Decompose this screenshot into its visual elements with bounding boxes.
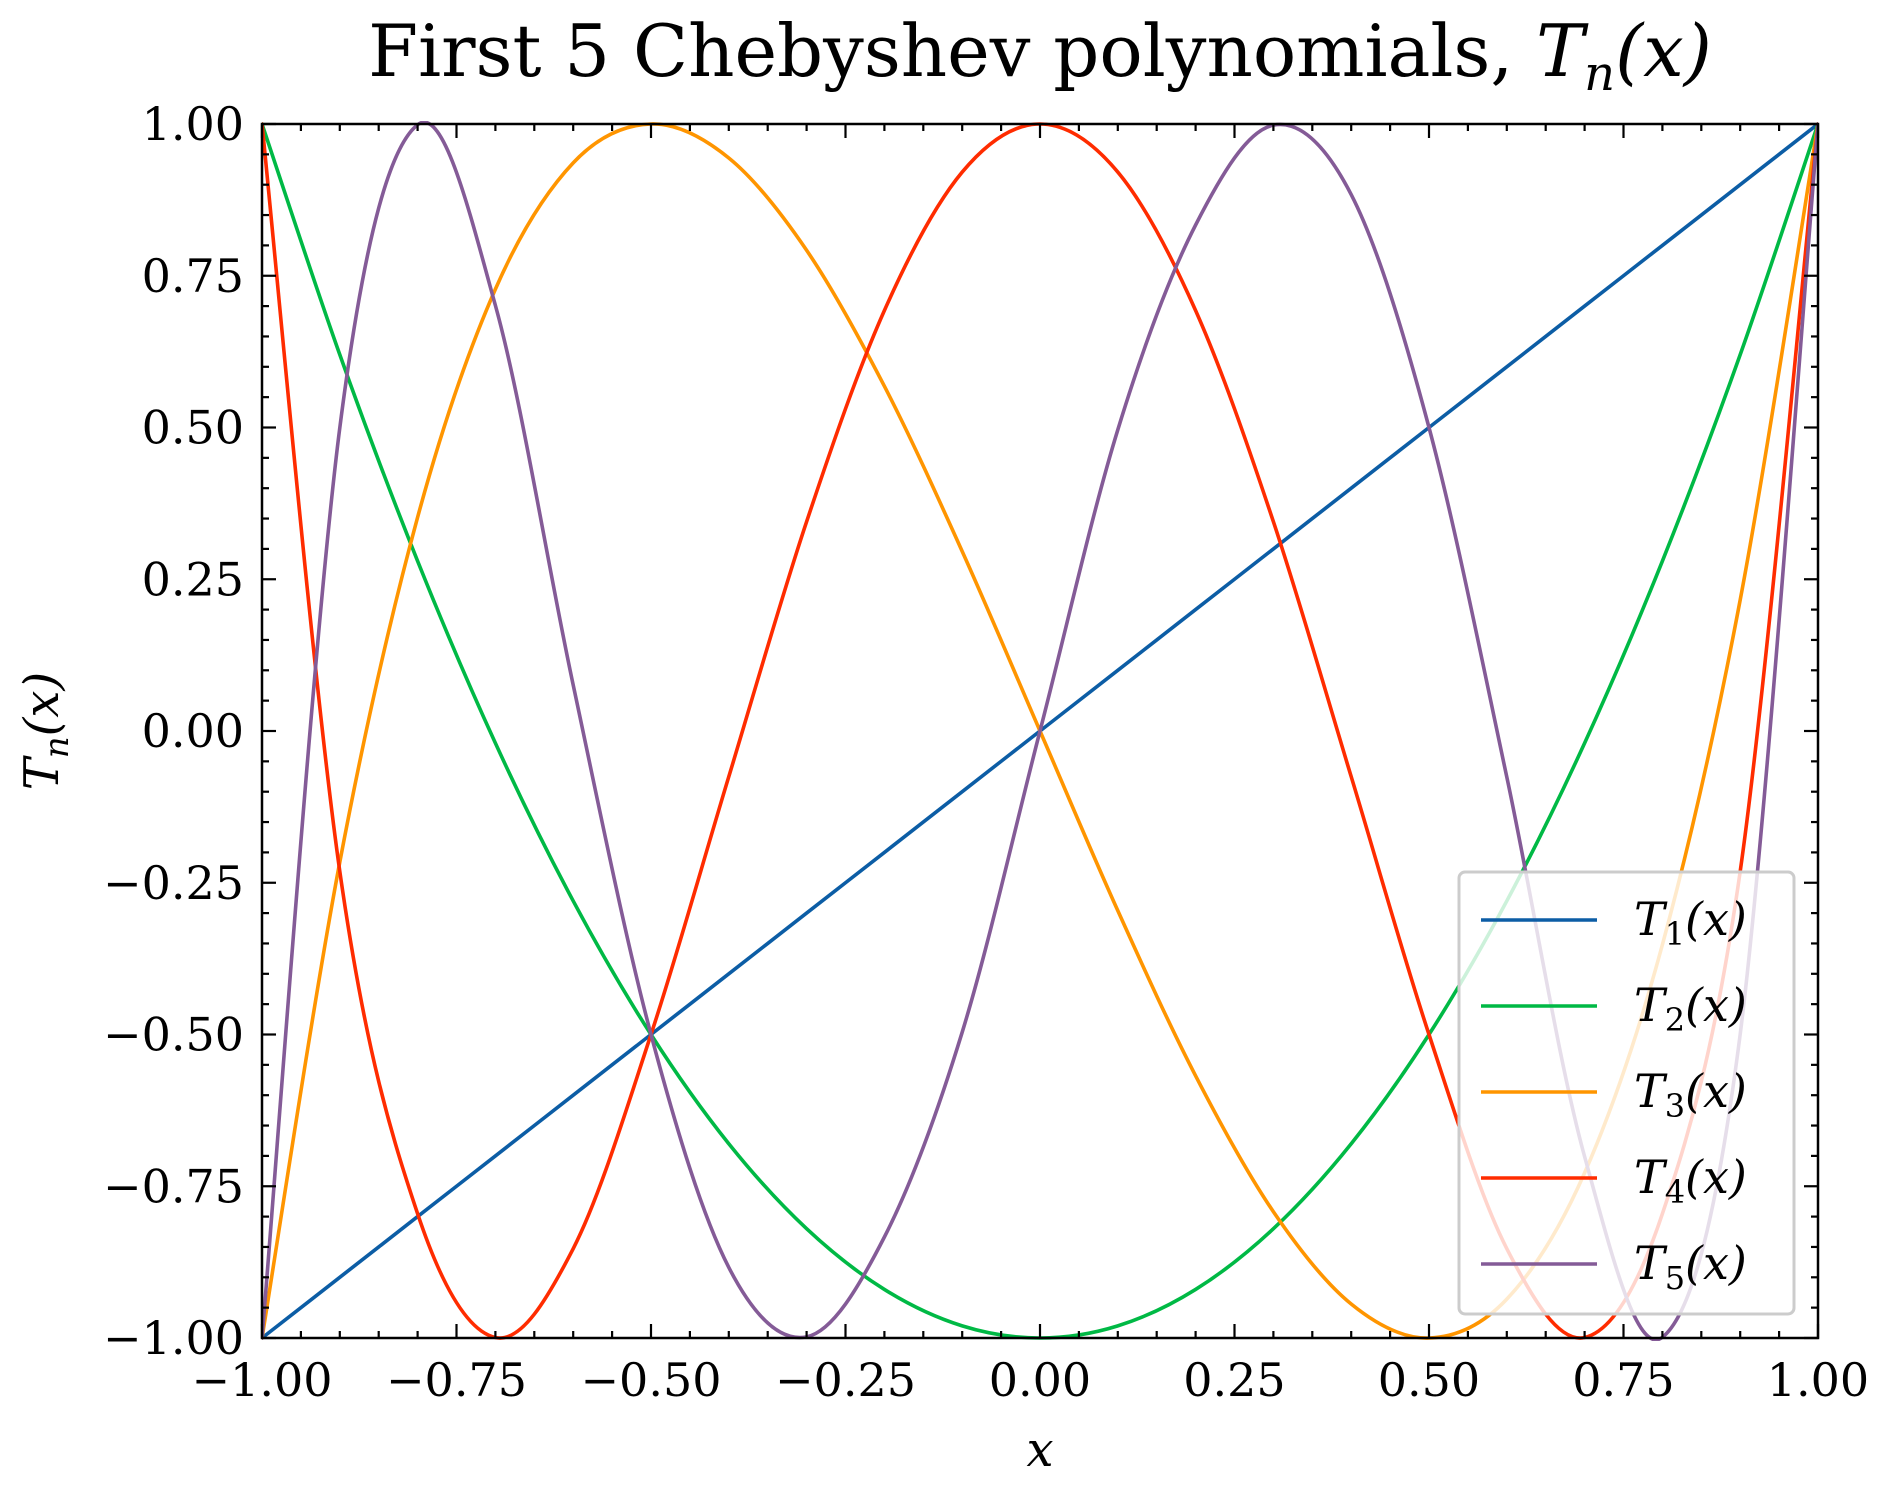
legend: T1(x) T2(x) T3(x) T4(x) T5(x) <box>1457 870 1796 1316</box>
y-tick-label: −0.75 <box>103 1159 244 1213</box>
legend-entries: T1(x) T2(x) T3(x) T4(x) T5(x) <box>1481 892 1747 1297</box>
title-math-sub: n <box>1584 46 1615 102</box>
y-label-rest: (x) <box>14 672 70 737</box>
x-tick-label: 1.00 <box>1767 1353 1869 1407</box>
y-tick-label: −0.50 <box>103 1008 244 1062</box>
legend-label: T1(x) <box>1634 892 1747 953</box>
y-tick-label: 0.75 <box>142 249 244 303</box>
title-prefix: First 5 Chebyshev polynomials, <box>368 9 1536 93</box>
title-math-base: T <box>1536 9 1589 93</box>
x-tick-label: −0.25 <box>775 1353 916 1407</box>
y-tick-label: 0.50 <box>142 401 244 455</box>
x-axis-label: x <box>1026 1422 1053 1478</box>
legend-item-t5: T5(x) <box>1481 1236 1747 1297</box>
x-tick-label: −0.75 <box>386 1353 527 1407</box>
title-math-rest: (x) <box>1615 9 1712 93</box>
y-tick-label: 1.00 <box>142 97 244 151</box>
legend-label: T4(x) <box>1634 1150 1747 1211</box>
legend-item-t3: T3(x) <box>1481 1064 1747 1125</box>
y-tick-label: −1.00 <box>103 1311 244 1365</box>
x-tick-label: 0.25 <box>1183 1353 1285 1407</box>
x-tick-label: −0.50 <box>581 1353 722 1407</box>
legend-label: T2(x) <box>1634 978 1747 1039</box>
x-tick-label: −1.00 <box>192 1353 333 1407</box>
y-label-sub: n <box>37 736 77 758</box>
y-label-base: T <box>14 755 70 790</box>
legend-label: T5(x) <box>1634 1236 1747 1297</box>
y-tick-label: 0.25 <box>142 552 244 606</box>
y-tick-label: −0.25 <box>103 856 244 910</box>
ticks-layer <box>260 122 1820 1340</box>
y-axis-label: Tn(x) <box>14 672 77 790</box>
legend-label: T3(x) <box>1634 1064 1747 1125</box>
chart-title: First 5 Chebyshev polynomials, Tn(x) <box>368 9 1712 102</box>
legend-item-t2: T2(x) <box>1481 978 1747 1039</box>
x-tick-label: 0.75 <box>1572 1353 1674 1407</box>
legend-item-t1: T1(x) <box>1481 892 1747 953</box>
x-tick-label: 0.00 <box>989 1353 1091 1407</box>
legend-box <box>1457 870 1796 1316</box>
y-tick-label: 0.00 <box>142 704 244 758</box>
series-layer <box>262 121 1818 1341</box>
x-tick-label: 0.50 <box>1378 1353 1480 1407</box>
legend-item-t4: T4(x) <box>1481 1150 1747 1211</box>
tick-labels-layer: −1.00 −0.75 −0.50 −0.25 0.00 0.25 0.50 0.75 1.00… <box>103 97 1869 1407</box>
